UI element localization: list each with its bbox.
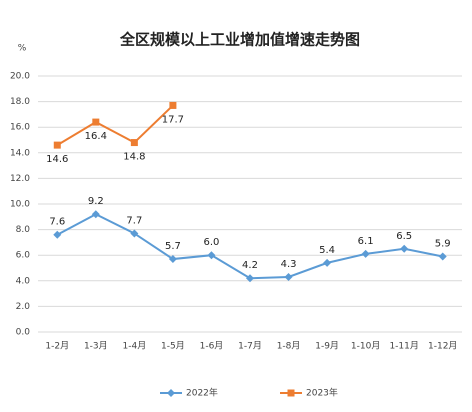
legend-marker: [167, 389, 175, 397]
marker: [168, 255, 177, 264]
y-tick-label: 10.0: [10, 200, 30, 210]
data-label: 6.0: [204, 237, 220, 248]
y-tick-label: 16.0: [10, 123, 30, 133]
data-label: 16.4: [85, 131, 107, 142]
marker: [169, 101, 177, 109]
marker: [92, 118, 100, 126]
chart-title: 全区规模以上工业增加值增速走势图: [119, 31, 360, 49]
x-tick-label: 1-8月: [277, 341, 301, 352]
legend-marker: [287, 389, 295, 397]
y-tick-label: 4.0: [16, 276, 31, 286]
data-label: 4.3: [281, 259, 297, 270]
x-tick-label: 1-4月: [123, 341, 147, 352]
y-tick-label: 12.0: [10, 174, 30, 184]
data-label: 9.2: [88, 196, 104, 207]
series-line: [56, 104, 174, 146]
y-tick-label: 18.0: [10, 97, 30, 107]
y-tick-label: 8.0: [16, 225, 31, 235]
data-label: 6.5: [396, 231, 412, 242]
y-unit: %: [18, 44, 27, 54]
marker: [400, 244, 409, 253]
data-label: 6.1: [358, 236, 374, 247]
y-tick-label: 2.0: [16, 302, 31, 312]
marker: [130, 139, 138, 147]
y-tick-label: 6.0: [16, 251, 31, 261]
marker: [246, 274, 254, 283]
legend-label: 2022年: [186, 387, 218, 399]
data-label: 14.6: [46, 154, 68, 165]
x-tick-label: 1-6月: [200, 341, 224, 352]
marker: [130, 229, 139, 238]
marker: [207, 251, 216, 260]
y-tick-label: 14.0: [10, 148, 30, 158]
data-label: 5.9: [435, 238, 451, 249]
marker: [53, 230, 62, 239]
x-tick-label: 1-2月: [45, 341, 69, 352]
marker: [361, 249, 370, 258]
marker: [438, 252, 447, 261]
y-tick-label: 0.0: [16, 328, 31, 338]
x-tick-label: 1-5月: [161, 341, 185, 352]
data-label: 7.7: [126, 215, 142, 226]
data-label: 17.7: [162, 114, 184, 125]
marker: [91, 210, 100, 219]
data-label: 5.4: [319, 245, 335, 256]
data-label: 4.2: [242, 260, 258, 271]
marker: [284, 272, 293, 281]
y-tick-label: 20.0: [10, 72, 30, 82]
x-tick-label: 1-12月: [428, 341, 457, 352]
x-tick-label: 1-10月: [351, 341, 380, 352]
marker: [323, 258, 332, 267]
x-tick-label: 1-3月: [84, 341, 108, 352]
legend-label: 2023年: [306, 387, 338, 399]
x-tick-label: 1-9月: [315, 341, 339, 352]
data-label: 7.6: [49, 217, 65, 228]
data-label: 14.8: [123, 152, 145, 163]
data-label: 5.7: [165, 241, 181, 252]
marker: [53, 141, 61, 149]
x-tick-label: 1-7月: [238, 341, 262, 352]
x-tick-label: 1-11月: [389, 341, 418, 352]
